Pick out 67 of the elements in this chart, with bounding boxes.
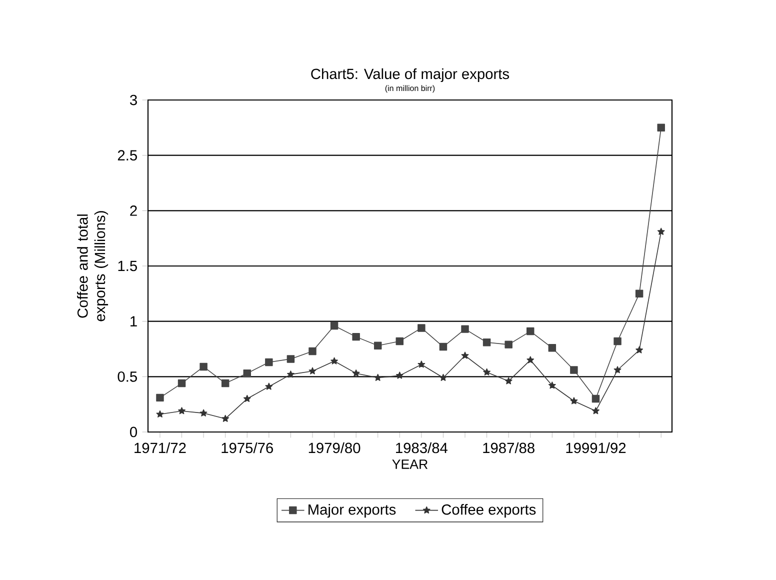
y-tick-label: 1.5 xyxy=(118,260,137,272)
point xyxy=(330,357,338,364)
x-tick-label: 1987/88 xyxy=(483,442,534,454)
point xyxy=(482,338,491,346)
point xyxy=(592,394,600,403)
x-axis-title: YEAR xyxy=(392,460,428,469)
point xyxy=(287,370,294,378)
legend-label: Coffee exports xyxy=(442,504,536,518)
point xyxy=(570,366,578,374)
y-tick-label: 0 xyxy=(130,426,138,438)
y-tick-label: 3 xyxy=(130,94,137,106)
point xyxy=(200,362,208,371)
point xyxy=(352,369,360,377)
point xyxy=(636,346,644,354)
point xyxy=(396,372,404,379)
point xyxy=(200,409,208,416)
point xyxy=(548,382,556,389)
x-tick-label: 1979/80 xyxy=(308,442,360,454)
point xyxy=(657,228,665,235)
point xyxy=(265,382,273,390)
point xyxy=(418,360,426,368)
point xyxy=(374,342,382,350)
x-tick-label: 19991/92 xyxy=(566,442,626,454)
point xyxy=(526,327,534,336)
point xyxy=(592,407,600,414)
point xyxy=(222,414,230,422)
y-axis-title: Coffee and total exports (Millions) xyxy=(77,211,108,322)
point xyxy=(286,355,295,363)
x-tick-label: 1971/72 xyxy=(134,442,186,454)
point xyxy=(243,394,251,402)
point xyxy=(221,379,230,388)
point xyxy=(526,356,534,364)
legend-label: Major exports xyxy=(308,504,396,518)
point xyxy=(418,324,426,332)
point xyxy=(440,374,447,381)
point xyxy=(396,337,404,346)
point xyxy=(308,347,316,356)
point xyxy=(265,358,273,366)
point xyxy=(483,368,490,376)
point xyxy=(156,394,164,402)
x-tick-label: 1975/76 xyxy=(222,442,273,454)
point xyxy=(461,325,469,333)
point xyxy=(243,369,251,378)
y-tick-label: 2.5 xyxy=(118,150,137,161)
point xyxy=(439,342,448,351)
point xyxy=(330,322,338,330)
point xyxy=(461,352,469,359)
point xyxy=(614,366,622,374)
point xyxy=(178,379,186,388)
point xyxy=(308,367,316,374)
point xyxy=(635,290,644,298)
y-tick-label: 1 xyxy=(130,316,137,326)
point xyxy=(657,124,665,132)
point xyxy=(614,337,622,346)
y-tick-label: 0.5 xyxy=(118,371,137,382)
point xyxy=(352,332,360,341)
point xyxy=(548,344,556,352)
chart-subtitle: (in million birr) xyxy=(385,85,435,93)
point xyxy=(504,340,512,348)
x-tick-label: 1983/84 xyxy=(396,442,448,454)
point xyxy=(178,407,186,414)
chart-title: Chart5: Value of major exports xyxy=(311,68,510,82)
point xyxy=(504,377,512,384)
point xyxy=(156,410,164,418)
point xyxy=(374,374,382,381)
y-tick-label: 2 xyxy=(130,206,137,216)
point xyxy=(570,397,578,404)
